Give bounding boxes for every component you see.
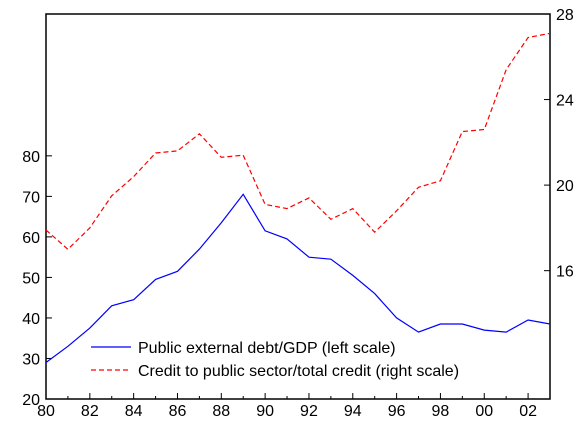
series-line-2	[45, 32, 551, 251]
right-tick-label: 24	[556, 93, 574, 110]
legend: Public external debt/GDP (left scale) Cr…	[91, 340, 459, 380]
right-tick-label: 16	[556, 264, 574, 281]
x-tick-label: 96	[388, 403, 406, 420]
left-tick-label: 40	[22, 311, 40, 328]
legend-label-series-1: Public external debt/GDP (left scale)	[138, 340, 396, 357]
x-tick-label: 02	[519, 403, 537, 420]
x-tick-label: 92	[300, 403, 318, 420]
x-tick-label: 00	[475, 403, 493, 420]
right-y-axis: 16 20 24 28	[544, 7, 574, 281]
left-tick-label: 80	[22, 149, 40, 166]
right-tick-label: 28	[556, 7, 574, 24]
series-layer	[45, 32, 551, 363]
x-tick-label: 90	[256, 403, 274, 420]
left-tick-label: 20	[22, 392, 40, 409]
x-tick-label: 94	[344, 403, 362, 420]
left-tick-label: 70	[22, 189, 40, 206]
x-tick-label: 80	[37, 403, 55, 420]
left-tick-label: 30	[22, 351, 40, 368]
x-tick-label: 82	[81, 403, 99, 420]
left-tick-label: 50	[22, 270, 40, 287]
left-tick-label: 60	[22, 230, 40, 247]
legend-label-series-2: Credit to public sector/total credit (ri…	[138, 363, 459, 380]
x-tick-label: 88	[212, 403, 230, 420]
x-axis: 80 82 84 86 88 90 92 94 96 98 00 02	[37, 393, 537, 420]
x-tick-label: 84	[125, 403, 143, 420]
right-tick-label: 20	[556, 178, 574, 195]
series-line-1	[45, 193, 551, 363]
plot-frame	[45, 13, 551, 400]
left-y-axis: 20 30 40 50 60 70 80	[22, 149, 52, 409]
x-tick-label: 98	[432, 403, 450, 420]
x-tick-label: 86	[169, 403, 187, 420]
